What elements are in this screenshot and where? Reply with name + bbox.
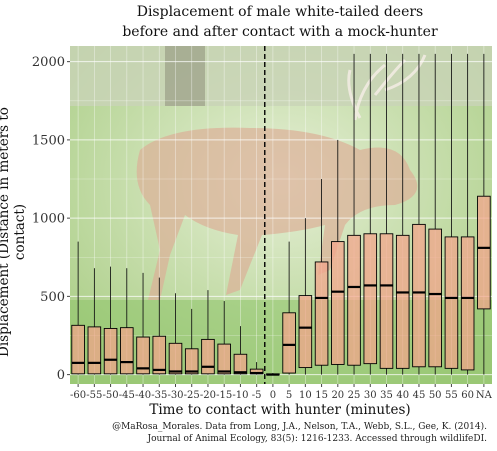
boxplot--55 xyxy=(87,268,102,375)
boxplot-35 xyxy=(379,53,394,375)
box xyxy=(444,236,459,369)
box xyxy=(120,327,134,375)
box xyxy=(477,195,491,310)
boxplot-25 xyxy=(347,53,361,375)
x-tick-label: -5 xyxy=(252,390,262,401)
box xyxy=(217,343,231,375)
x-tick-label: 50 xyxy=(429,390,442,401)
box xyxy=(379,233,394,369)
x-axis-label: Time to contact with hunter (minutes) xyxy=(149,402,411,418)
boxplot-50 xyxy=(428,53,442,375)
box xyxy=(184,348,199,375)
x-tick-label: -20 xyxy=(200,390,216,401)
x-tick-label: 25 xyxy=(348,390,361,401)
y-tick-label: 2000 xyxy=(32,55,65,70)
boxplot--40 xyxy=(136,272,150,375)
box xyxy=(201,338,215,375)
deer-silhouette xyxy=(136,127,418,300)
x-tick-label: -55 xyxy=(86,390,102,401)
boxplot-15 xyxy=(314,179,329,375)
boxplot--5 xyxy=(249,362,264,375)
y-tick-label: 1000 xyxy=(32,212,65,227)
chart-title-line-1: Displacement of male white-tailed deers xyxy=(136,4,424,20)
box xyxy=(298,295,313,369)
box xyxy=(233,353,248,375)
boxplot--25 xyxy=(184,308,199,375)
x-tick-label: 0 xyxy=(270,390,276,401)
boxplot-5 xyxy=(282,241,296,375)
x-tick-label: 60 xyxy=(461,390,474,401)
boxplot-NA xyxy=(477,53,491,375)
x-tick-label: 45 xyxy=(413,390,426,401)
x-tick-label: 55 xyxy=(445,390,458,401)
x-tick-label: 40 xyxy=(396,390,409,401)
x-tick-label: -35 xyxy=(151,390,167,401)
box xyxy=(363,233,378,365)
x-tick-label: 20 xyxy=(331,390,344,401)
boxplot-60 xyxy=(460,53,475,375)
box xyxy=(347,234,361,366)
x-tick-label: -15 xyxy=(216,390,232,401)
boxplot-20 xyxy=(331,139,345,375)
x-tick-label: 15 xyxy=(315,390,328,401)
boxplot-10 xyxy=(298,218,313,375)
chart-title-line-2: before and after contact with a mock-hun… xyxy=(122,24,438,40)
box xyxy=(395,234,410,369)
boxplot--10 xyxy=(233,326,248,375)
box xyxy=(460,236,475,371)
x-tick-label: 30 xyxy=(364,390,377,401)
x-tick-label: 10 xyxy=(299,390,312,401)
y-tick-label: 0 xyxy=(57,368,65,383)
x-tick-label: -50 xyxy=(103,390,119,401)
box xyxy=(152,335,167,375)
x-tick-label: -40 xyxy=(135,390,151,401)
x-tick-label: 35 xyxy=(380,390,393,401)
box xyxy=(87,326,102,375)
boxplot--45 xyxy=(120,268,134,375)
x-tick-label: NA xyxy=(476,390,493,401)
boxplot-30 xyxy=(363,53,378,375)
x-tick-label: -30 xyxy=(167,390,183,401)
y-tick-label: 500 xyxy=(40,290,65,305)
box xyxy=(412,223,426,368)
box xyxy=(168,342,183,375)
box xyxy=(331,241,345,365)
deer-antlers xyxy=(347,54,427,121)
boxplot--50 xyxy=(103,266,118,375)
box xyxy=(71,324,85,375)
boxplot--35 xyxy=(152,277,167,375)
caption-line-2: Journal of Animal Ecology, 83(5): 1216-1… xyxy=(147,434,487,444)
x-tick-label: -45 xyxy=(119,390,135,401)
boxplot--15 xyxy=(217,301,231,375)
boxplot--60 xyxy=(71,241,85,375)
x-tick-label: 5 xyxy=(286,390,292,401)
boxplot--20 xyxy=(201,290,215,375)
boxplot-40 xyxy=(395,53,410,375)
boxplot-55 xyxy=(444,53,459,375)
box xyxy=(428,228,442,368)
box xyxy=(136,336,150,375)
x-tick-label: -60 xyxy=(70,390,86,401)
boxplot-0 xyxy=(266,373,280,376)
caption-line-1: @MaRosa_Morales. Data from Long, J.A., N… xyxy=(112,422,487,432)
y-tick-label: 1500 xyxy=(32,133,65,148)
boxplot-45 xyxy=(412,53,426,375)
box xyxy=(103,327,118,375)
box xyxy=(282,312,296,374)
box xyxy=(314,261,329,366)
x-tick-label: -25 xyxy=(184,390,200,401)
y-axis-label: Displacement (Distance in meters to cont… xyxy=(0,107,28,357)
boxplot--30 xyxy=(168,293,183,375)
x-tick-label: -10 xyxy=(232,390,248,401)
